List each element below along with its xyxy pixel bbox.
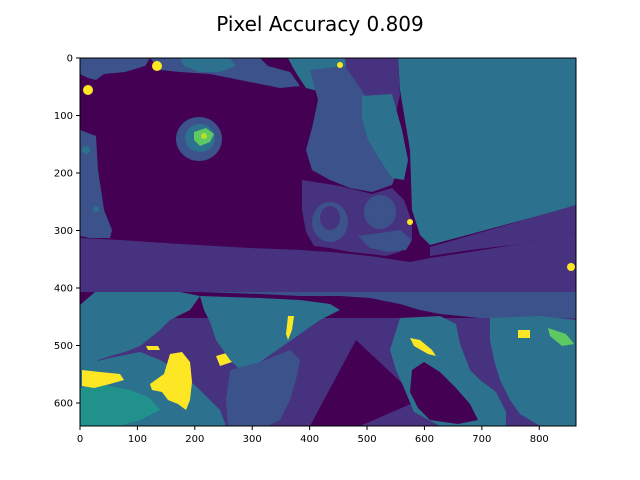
- segment-far-right-yellow: [518, 330, 530, 338]
- x-tick-label: 300: [243, 434, 262, 445]
- segment-lower-cone: [310, 340, 420, 426]
- segment-mid-band: [80, 232, 576, 292]
- x-axis: 0 100 200 300 400 500 600 700 800: [77, 426, 549, 445]
- segment-right-band: [430, 205, 576, 256]
- x-tick-label: 100: [128, 434, 147, 445]
- chart-title: Pixel Accuracy 0.809: [216, 12, 424, 36]
- segment-mid-structure-2: [362, 94, 408, 180]
- plot-frame: [79, 57, 577, 427]
- segment-mid-structure: [306, 66, 398, 192]
- y-tick-label: 300: [54, 226, 73, 237]
- x-tick-label: 700: [472, 434, 491, 445]
- segment-round-object-lime: [201, 133, 207, 139]
- segment-mid-yellow: [407, 219, 413, 225]
- y-axis: 0 100 200 300 400 500 600: [54, 54, 80, 410]
- segment-center-blob-inner: [320, 206, 340, 230]
- segment-top-yellow-1: [152, 61, 162, 71]
- segment-bottom-left-teal: [80, 384, 160, 426]
- segment-bottom-left-object: [80, 292, 200, 372]
- segment-lower-right-hole: [410, 362, 478, 424]
- y-tick-label: 500: [54, 341, 73, 352]
- segment-right-large: [398, 58, 576, 245]
- y-tick-label: 200: [54, 169, 73, 180]
- y-tick-label: 100: [54, 111, 73, 122]
- segment-left-edge: [80, 130, 112, 238]
- segment-left-dot: [82, 146, 90, 154]
- segment-top-blob: [180, 58, 236, 72]
- segment-center-yellow: [286, 316, 294, 340]
- segment-left-dot-2: [93, 206, 99, 212]
- heatmap-image: [80, 58, 576, 426]
- y-tick-label: 0: [67, 54, 73, 65]
- segment-lower-mid-object-2: [226, 350, 300, 426]
- segment-top-left: [80, 58, 150, 80]
- segment-lower-left: [80, 292, 576, 320]
- segment-right-yellow: [567, 263, 575, 271]
- segment-center-blob-right: [364, 195, 396, 229]
- segment-far-right-green: [548, 328, 574, 346]
- segment-bottom-left-yellow: [82, 370, 124, 388]
- segment-far-right-object: [490, 316, 576, 426]
- x-tick-label: 600: [415, 434, 434, 445]
- y-tick-label: 400: [54, 284, 73, 295]
- x-tick-label: 400: [300, 434, 319, 445]
- x-tick-label: 0: [77, 434, 83, 445]
- segment-lower-mid-object: [200, 296, 340, 370]
- segment-bottom-mid-yellow: [146, 346, 160, 350]
- x-tick-label: 500: [357, 434, 376, 445]
- x-tick-label: 200: [185, 434, 204, 445]
- x-tick-label: 800: [530, 434, 549, 445]
- segment-bottom-left-yellow-2: [150, 352, 192, 410]
- segment-top-yellow-3: [337, 62, 343, 68]
- y-tick-label: 600: [54, 399, 73, 410]
- segment-lower-right-yellow: [410, 338, 436, 356]
- segment-top-yellow-2: [83, 85, 93, 95]
- segment-center-strip: [358, 230, 412, 252]
